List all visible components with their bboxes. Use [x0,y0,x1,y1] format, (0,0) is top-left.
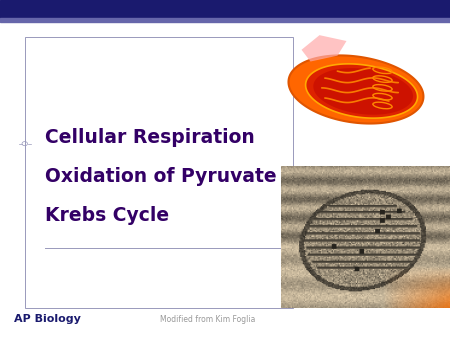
Text: Krebs Cycle: Krebs Cycle [45,206,169,225]
Text: AP Biology: AP Biology [14,314,81,324]
Bar [0,0,450,18]
Bar [25,37,292,308]
Polygon shape [288,55,423,123]
Bar [0,18,450,22]
Text: Oxidation of Pyruvate: Oxidation of Pyruvate [45,167,277,186]
Text: Cellular Respiration: Cellular Respiration [45,128,255,147]
Text: Modified from Kim Foglia: Modified from Kim Foglia [160,315,255,324]
Polygon shape [302,35,346,62]
Polygon shape [306,64,418,118]
Polygon shape [313,68,413,115]
